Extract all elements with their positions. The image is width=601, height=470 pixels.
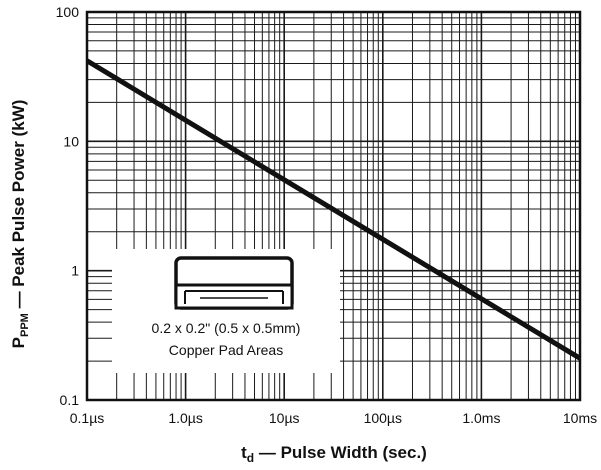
- x-tick-labels: 0.1µs 1.0µs 10µs 100µs 1.0ms 10ms: [70, 410, 597, 426]
- package-base: [174, 283, 294, 310]
- series-layer: [85, 58, 582, 361]
- x-tick-label: 10µs: [269, 410, 300, 426]
- plot-frame: [85, 10, 582, 402]
- x-tick-label: 10ms: [563, 410, 597, 426]
- y-axis-title: PPPM — Peak Pulse Power (kW): [9, 100, 31, 349]
- copper-pad-annotation: 0.2 x 0.2" (0.5 x 0.5mm) Copper Pad Areas: [112, 249, 340, 373]
- y-tick-label: 1: [71, 263, 79, 279]
- x-title-main: t: [241, 443, 247, 462]
- y-title-rest: — Peak Pulse Power (kW): [9, 100, 28, 314]
- x-tick-label: 1.0ms: [462, 410, 500, 426]
- annotation-line-2: Copper Pad Areas: [169, 342, 283, 358]
- y-title-sub: PPM: [19, 313, 31, 337]
- y-tick-label: 0.1: [60, 392, 80, 408]
- x-axis-title: td — Pulse Width (sec.): [241, 443, 427, 465]
- y-tick-labels: 0.1 1 10 100: [56, 4, 80, 408]
- smd-package-icon: [174, 256, 294, 310]
- x-tick-label: 0.1µs: [70, 410, 105, 426]
- x-tick-label: 1.0µs: [168, 410, 203, 426]
- x-tick-label: 100µs: [364, 410, 402, 426]
- series-line-0: [85, 58, 582, 361]
- annotation-line-1: 0.2 x 0.2" (0.5 x 0.5mm): [152, 320, 301, 336]
- x-title-sub: d: [247, 451, 254, 465]
- y-tick-label: 100: [56, 4, 80, 20]
- x-title-rest: — Pulse Width (sec.): [254, 443, 427, 462]
- y-tick-label: 10: [63, 133, 79, 149]
- y-title-main: P: [9, 337, 28, 348]
